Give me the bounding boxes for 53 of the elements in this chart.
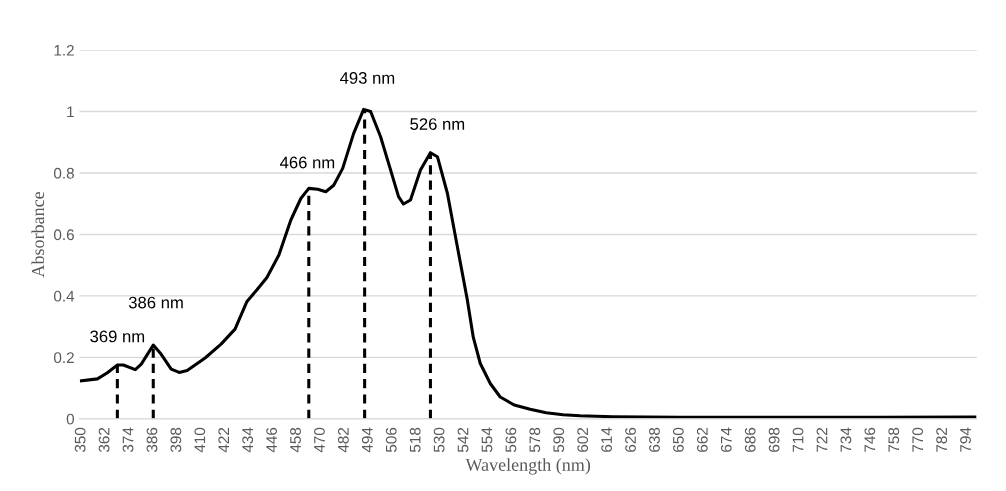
- x-tick-label: 542: [457, 427, 469, 453]
- x-tick-label: 434: [242, 427, 254, 453]
- x-tick-label: 458: [290, 427, 301, 453]
- line-series: [79, 107, 977, 419]
- x-tick-label: 602: [577, 427, 589, 452]
- x-axis-title: Wavelength (nm): [465, 458, 591, 475]
- annotation: 493 nm: [340, 72, 395, 84]
- x-tick-label: 746: [864, 427, 876, 452]
- x-tick-label: 386: [146, 427, 158, 453]
- x-tick-label: 686: [744, 427, 756, 452]
- x-tick-label: 734: [840, 427, 852, 452]
- x-tick-label: 470: [314, 427, 325, 453]
- x-tick-label: 518: [409, 427, 421, 453]
- x-tick-label: 674: [720, 427, 732, 452]
- x-tick-label: 350: [74, 427, 86, 453]
- x-tick-label: 650: [672, 427, 684, 452]
- x-tick-label: 626: [625, 427, 636, 452]
- x-tick-label: 506: [385, 427, 397, 453]
- y-tick-label: 1: [67, 106, 74, 118]
- x-tick-label: 698: [768, 427, 780, 452]
- x-tick-label: 374: [122, 427, 134, 453]
- x-tick-label: 446: [266, 427, 277, 453]
- y-tick-label: 0.6: [53, 229, 74, 241]
- y-tick-label: 0.2: [53, 352, 74, 364]
- annotation: 369 nm: [90, 330, 145, 343]
- x-tick-label: 566: [505, 427, 517, 453]
- x-tick-label: 554: [481, 427, 493, 453]
- y-axis-title: Absorbance: [31, 191, 45, 278]
- y-tick-label: 0.8: [53, 167, 74, 179]
- x-tick-label: 794: [960, 427, 971, 452]
- x-tick-label: 482: [337, 427, 349, 453]
- y-tick-label: 0: [66, 413, 75, 425]
- x-tick-label: 398: [170, 427, 182, 453]
- x-tick-label: 722: [816, 427, 828, 452]
- x-tick-label: 410: [194, 427, 206, 453]
- x-tick-label: 578: [529, 427, 541, 453]
- x-tick-label: 710: [792, 427, 804, 452]
- x-tick-label: 782: [936, 427, 948, 452]
- x-tick-label: 494: [361, 427, 373, 453]
- annotation: 466 nm: [280, 156, 335, 169]
- x-tick-label: 422: [218, 427, 229, 453]
- x-tick-label: 758: [888, 427, 900, 452]
- x-tick-label: 662: [696, 427, 708, 452]
- y-tick-label: 0.4: [53, 290, 75, 302]
- annotation: 526 nm: [410, 118, 465, 130]
- x-tick-label: 590: [553, 427, 565, 453]
- y-tick-label: 1.2: [54, 44, 74, 56]
- x-tick-label: 530: [433, 427, 445, 453]
- x-tick-label: 614: [601, 427, 613, 452]
- x-tick-label: 638: [649, 427, 660, 452]
- x-tick-label: 362: [98, 427, 110, 453]
- x-tick-label: 770: [912, 427, 924, 452]
- annotation: 386 nm: [128, 296, 183, 309]
